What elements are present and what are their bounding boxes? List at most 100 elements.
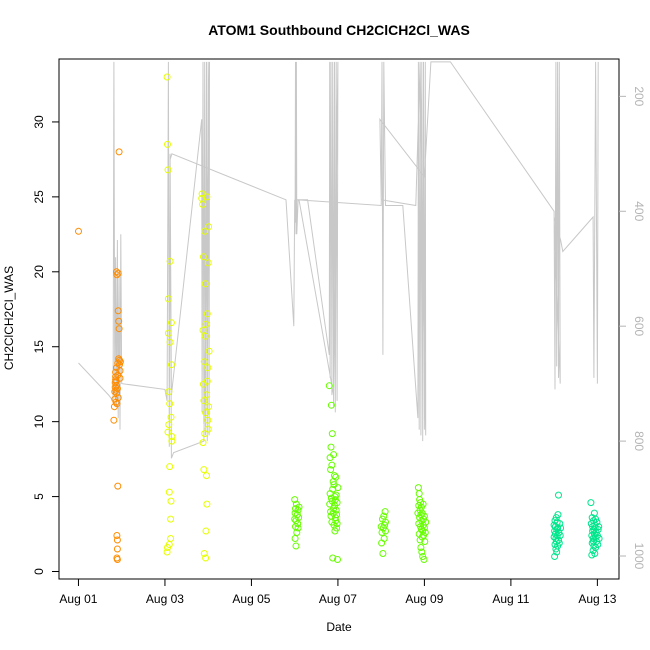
data-point bbox=[595, 535, 603, 542]
data-point bbox=[332, 506, 340, 514]
data-point bbox=[419, 500, 427, 508]
data-point bbox=[199, 200, 207, 208]
data-point bbox=[164, 295, 172, 303]
data-point bbox=[201, 280, 209, 288]
x-tick-label: Aug 09 bbox=[405, 592, 443, 606]
x-tick-label: Aug 01 bbox=[59, 592, 97, 606]
data-point bbox=[168, 437, 176, 445]
y-tick-label: 20 bbox=[32, 265, 46, 279]
data-point bbox=[325, 382, 333, 390]
data-point bbox=[555, 539, 563, 547]
data-point bbox=[166, 400, 174, 408]
data-point bbox=[295, 514, 303, 522]
data-point bbox=[295, 503, 303, 511]
data-point bbox=[203, 472, 210, 480]
data-point bbox=[164, 329, 172, 337]
data-point bbox=[202, 527, 210, 535]
data-point bbox=[334, 556, 341, 563]
data-point bbox=[166, 463, 174, 471]
y-tick-label: 25 bbox=[32, 190, 46, 204]
data-point bbox=[165, 488, 173, 496]
x-tick-label: Aug 05 bbox=[232, 592, 270, 606]
data-point bbox=[165, 388, 173, 396]
data-point bbox=[204, 364, 212, 372]
data-point bbox=[202, 320, 210, 328]
data-point bbox=[165, 421, 173, 429]
data-point bbox=[205, 223, 213, 231]
data-point bbox=[199, 253, 207, 261]
data-point bbox=[202, 554, 210, 562]
data-point bbox=[421, 529, 429, 536]
data-point bbox=[379, 550, 387, 557]
data-point bbox=[334, 484, 342, 492]
data-point bbox=[201, 430, 209, 438]
data-point bbox=[551, 530, 559, 538]
data-point bbox=[199, 439, 207, 447]
data-point bbox=[203, 500, 211, 508]
data-point bbox=[291, 496, 299, 504]
data-point bbox=[333, 499, 341, 507]
data-point bbox=[114, 269, 122, 277]
y2-tick-label: 200 bbox=[632, 86, 646, 106]
data-point bbox=[329, 554, 337, 562]
data-point bbox=[204, 425, 212, 433]
data-point bbox=[75, 227, 82, 235]
y-tick-label: 0 bbox=[32, 568, 46, 575]
data-point bbox=[203, 391, 210, 399]
data-point bbox=[167, 319, 175, 327]
data-point bbox=[200, 466, 208, 474]
data-point bbox=[166, 257, 174, 265]
y2-tick-label: 600 bbox=[632, 316, 646, 336]
data-point bbox=[163, 73, 171, 81]
data-point bbox=[114, 307, 122, 315]
data-point bbox=[168, 433, 176, 441]
data-point bbox=[116, 356, 123, 364]
altitude-line bbox=[78, 61, 599, 459]
series-0 bbox=[75, 148, 124, 563]
data-point bbox=[292, 542, 300, 550]
data-point bbox=[332, 491, 340, 499]
y-tick-label: 5 bbox=[32, 493, 46, 500]
chart-title: ATOM1 Southbound CH2ClCH2Cl_WAS bbox=[208, 22, 470, 38]
x-tick-label: Aug 13 bbox=[578, 592, 616, 606]
data-point bbox=[201, 332, 209, 340]
data-point bbox=[166, 338, 174, 346]
data-point bbox=[116, 367, 124, 375]
data-point bbox=[167, 361, 175, 369]
data-point bbox=[331, 493, 339, 501]
data-point bbox=[327, 466, 335, 474]
data-point bbox=[203, 193, 211, 201]
x-tick-label: Aug 07 bbox=[319, 592, 357, 606]
data-point bbox=[200, 550, 208, 557]
data-point bbox=[294, 524, 302, 532]
data-point bbox=[167, 413, 175, 421]
data-point bbox=[116, 358, 124, 366]
data-point bbox=[113, 389, 120, 397]
data-point bbox=[204, 416, 212, 424]
x-tick-label: Aug 03 bbox=[146, 592, 184, 606]
data-point bbox=[164, 140, 171, 148]
data-point bbox=[422, 518, 430, 526]
data-point bbox=[113, 382, 120, 390]
data-point bbox=[113, 532, 121, 539]
y2-tick-label: 1000 bbox=[632, 543, 646, 570]
series-2 bbox=[291, 382, 430, 563]
data-point bbox=[595, 523, 603, 531]
data-point bbox=[331, 472, 338, 480]
data-point bbox=[556, 520, 564, 528]
data-point bbox=[593, 518, 601, 526]
data-point bbox=[200, 358, 208, 366]
data-point bbox=[163, 548, 171, 556]
data-point bbox=[328, 430, 336, 438]
data-point bbox=[115, 317, 123, 325]
data-point bbox=[590, 517, 597, 525]
data-point bbox=[382, 518, 389, 526]
data-point bbox=[327, 401, 335, 409]
data-point bbox=[380, 535, 388, 542]
y-axis-label: CH2ClCH2Cl_WAS bbox=[2, 266, 16, 370]
data-point bbox=[333, 520, 341, 528]
data-point bbox=[113, 268, 120, 276]
data-point bbox=[205, 403, 213, 411]
data-point bbox=[114, 482, 122, 490]
